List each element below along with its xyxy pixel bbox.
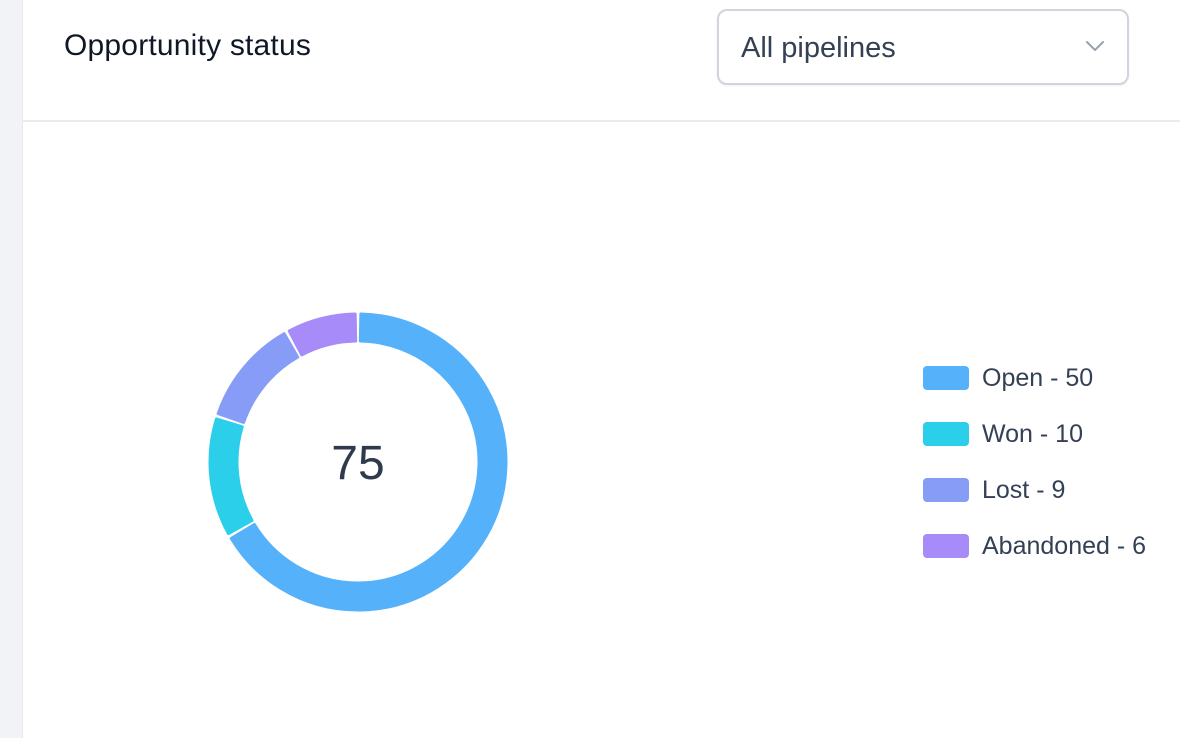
donut-segment-won[interactable] [208, 417, 254, 536]
card-title: Opportunity status [64, 29, 312, 62]
chart-area: 75 Open - 50 Won - 10 Lost - 9 Abandon [23, 122, 1180, 738]
legend-swatch [923, 422, 969, 446]
legend-label: Lost - 9 [982, 476, 1066, 504]
donut-segment-lost[interactable] [216, 332, 300, 424]
card-header: Opportunity status All pipelines [23, 0, 1180, 122]
legend-swatch [923, 478, 969, 502]
pipeline-select-value: All pipelines [741, 32, 896, 64]
legend-label: Open - 50 [982, 364, 1094, 392]
donut-segment-open[interactable] [229, 312, 508, 612]
legend-swatch [923, 534, 969, 558]
donut-center-total: 75 [331, 437, 384, 490]
opportunity-status-card: Opportunity status All pipelines 75 Open… [23, 0, 1180, 738]
donut-segments [208, 312, 508, 612]
donut-segment-abandoned[interactable] [287, 312, 358, 357]
legend-label: Abandoned - 6 [982, 532, 1147, 560]
donut-chart: 75 [208, 312, 508, 612]
legend-swatch [923, 366, 969, 390]
pipeline-select[interactable]: All pipelines [717, 9, 1129, 85]
legend-label: Won - 10 [982, 420, 1083, 448]
chevron-down-icon [1086, 41, 1104, 51]
left-rail [0, 0, 23, 738]
